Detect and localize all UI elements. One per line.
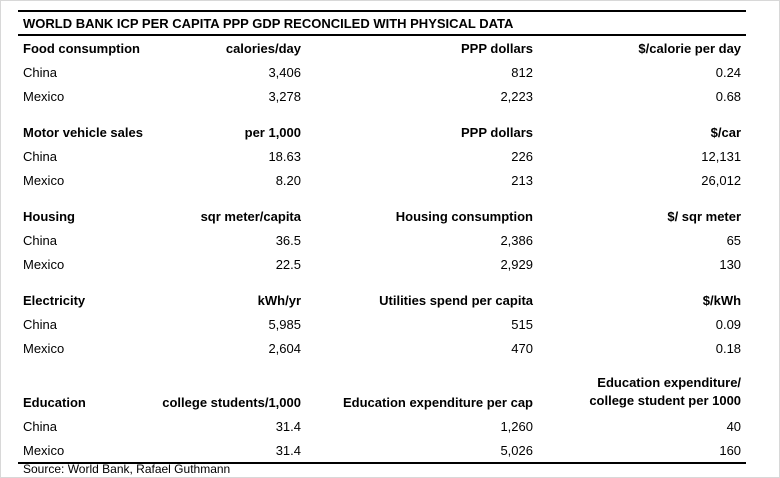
table-row-vehicles-china: China 18.63 226 12,131 <box>18 144 746 168</box>
cell-unit-value: 36.5 <box>275 232 301 248</box>
section-header-electricity: Electricity kWh/yr Utilities spend per c… <box>18 288 746 312</box>
table-row-electricity-china: China 5,985 515 0.09 <box>18 312 746 336</box>
section-spacer <box>18 108 746 120</box>
cell-spend-value: 5,026 <box>306 438 538 464</box>
cell-price-value: 160 <box>538 438 747 464</box>
row-label: China <box>23 148 57 164</box>
row-label: Mexico <box>23 88 65 104</box>
column-header-price: Education expenditure/ college student p… <box>538 366 746 414</box>
column-header-unit: calories/day <box>225 40 301 56</box>
column-header-price: $/ sqr meter <box>667 208 742 224</box>
table-row-food-china: China 3,406 812 0.24 <box>18 60 746 84</box>
column-header-price-line2: college student per 1000 <box>589 393 742 408</box>
section-label: Housing <box>23 208 75 224</box>
section-label: Education <box>23 395 86 410</box>
section-spacer <box>18 276 746 288</box>
table-row-vehicles-mexico: Mexico 8.20 213 26,012 <box>18 168 746 192</box>
cell-price-value: 0.18 <box>715 340 742 356</box>
column-header-spend: Housing consumption <box>395 208 533 224</box>
section-spacer <box>18 192 746 204</box>
cell-price-value: 0.68 <box>715 88 742 104</box>
row-label: Mexico <box>23 340 65 356</box>
cell-price-value: 40 <box>726 418 742 434</box>
column-header-spend: PPP dollars <box>460 124 533 140</box>
column-header-price-line1: Education expenditure/ <box>597 375 742 390</box>
cell-unit-value: 8.20 <box>275 172 301 188</box>
section-label: Electricity <box>23 292 86 308</box>
cell-price-value: 130 <box>719 256 742 272</box>
row-label: China <box>23 64 57 80</box>
row-label: China <box>23 232 57 248</box>
cell-unit-value: 22.5 <box>275 256 301 272</box>
row-label: China <box>23 316 57 332</box>
cell-unit-value: 5,985 <box>268 316 301 332</box>
cell-spend-value: 515 <box>511 316 533 332</box>
table-row-electricity-mexico: Mexico 2,604 470 0.18 <box>18 336 746 360</box>
cell-spend-value: 1,260 <box>500 418 533 434</box>
table-row-education-mexico: Mexico 31.4 5,026 160 <box>18 438 747 464</box>
cell-unit-value: 3,406 <box>268 64 301 80</box>
column-header-unit: per 1,000 <box>244 124 301 140</box>
cell-spend-value: 213 <box>511 172 533 188</box>
cell-spend-value: 2,223 <box>500 88 533 104</box>
row-label: Mexico <box>23 172 65 188</box>
column-header-unit: kWh/yr <box>257 292 301 308</box>
column-header-unit: college students/1,000 <box>162 395 301 410</box>
cell-price-value: 12,131 <box>701 148 742 164</box>
section-header-vehicles: Motor vehicle sales per 1,000 PPP dollar… <box>18 120 746 144</box>
section-label: Motor vehicle sales <box>23 124 143 140</box>
table-row-food-mexico: Mexico 3,278 2,223 0.68 <box>18 84 746 108</box>
column-header-price: $/calorie per day <box>638 40 742 56</box>
cell-spend-value: 470 <box>511 340 533 356</box>
cell-unit-value: 18.63 <box>268 148 301 164</box>
cell-unit-value: 31.4 <box>138 438 306 464</box>
cell-price-value: 0.09 <box>715 316 742 332</box>
column-header-spend: PPP dollars <box>460 40 533 56</box>
section-header-food: Food consumption calories/day PPP dollar… <box>18 35 746 60</box>
column-header-spend: Utilities spend per capita <box>379 292 533 308</box>
table-title-row: WORLD BANK ICP PER CAPITA PPP GDP RECONC… <box>18 10 747 36</box>
table-row-housing-mexico: Mexico 22.5 2,929 130 <box>18 252 746 276</box>
icp-data-table: WORLD BANK ICP PER CAPITA PPP GDP RECONC… <box>18 10 747 464</box>
cell-price-value: 26,012 <box>701 172 742 188</box>
column-header-unit: sqr meter/capita <box>200 208 301 224</box>
column-header-spend: Education expenditure per cap <box>343 395 533 410</box>
cell-spend-value: 2,386 <box>500 232 533 248</box>
table-title: WORLD BANK ICP PER CAPITA PPP GDP RECONC… <box>18 10 747 36</box>
column-header-price: $/car <box>710 124 742 140</box>
source-note: Source: World Bank, Rafael Guthmann <box>23 462 231 476</box>
cell-spend-value: 812 <box>511 64 533 80</box>
section-label: Food consumption <box>23 40 140 56</box>
section-header-education: Education college students/1,000 Educati… <box>18 366 746 414</box>
cell-spend-value: 2,929 <box>500 256 533 272</box>
cell-price-value: 65 <box>726 232 742 248</box>
cell-unit-value: 3,278 <box>268 88 301 104</box>
row-label: Mexico <box>23 256 65 272</box>
table-row-housing-china: China 36.5 2,386 65 <box>18 228 746 252</box>
table-row-education-china: China 31.4 1,260 40 <box>18 414 746 438</box>
section-header-housing: Housing sqr meter/capita Housing consump… <box>18 204 746 228</box>
cell-unit-value: 31.4 <box>275 418 301 434</box>
cell-unit-value: 2,604 <box>268 340 301 356</box>
row-label: Mexico <box>18 438 138 464</box>
column-header-price: $/kWh <box>702 292 742 308</box>
cell-spend-value: 226 <box>511 148 533 164</box>
cell-price-value: 0.24 <box>715 64 742 80</box>
row-label: China <box>23 418 57 434</box>
